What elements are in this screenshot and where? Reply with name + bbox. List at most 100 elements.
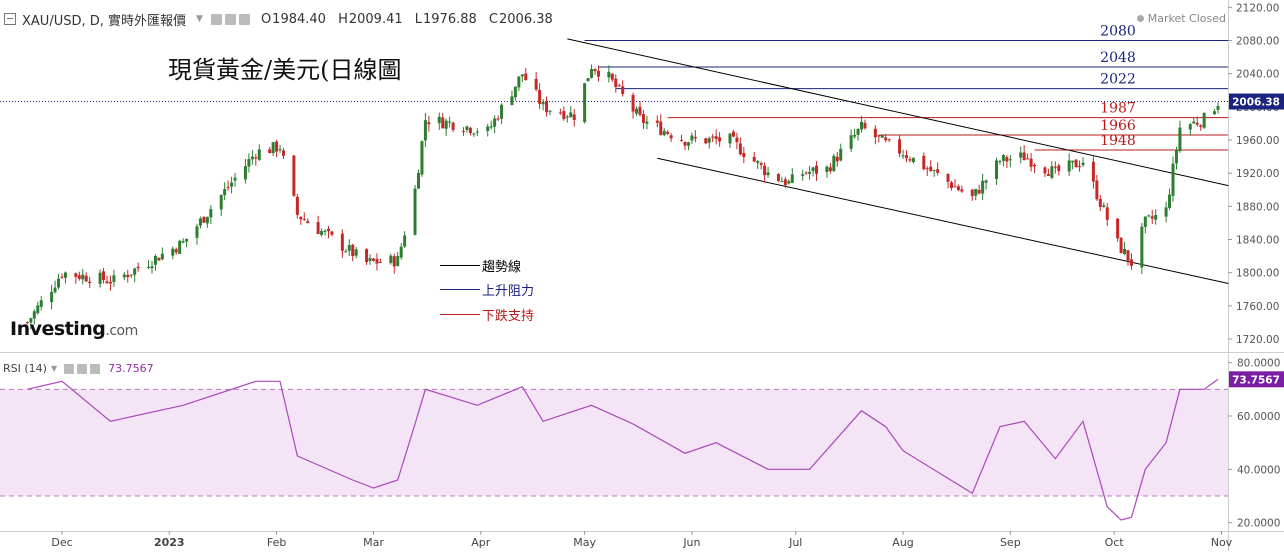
candle-body xyxy=(1199,125,1203,127)
candle-body xyxy=(586,78,590,82)
candle-body xyxy=(1050,166,1054,178)
candle-body xyxy=(565,116,569,118)
candle-body xyxy=(493,118,497,127)
time-tick-label: Aug xyxy=(892,536,913,549)
symbol-dropdown-icon[interactable]: ▼ xyxy=(196,14,203,24)
price-tick-label: 1720.00 xyxy=(1236,334,1279,346)
rsi-tick-label: 80.0000 xyxy=(1237,358,1280,370)
close-icon[interactable] xyxy=(90,363,101,374)
trendline xyxy=(567,38,1229,187)
candle-body xyxy=(230,182,234,187)
rsi-tick-label: 60.0000 xyxy=(1237,411,1280,423)
candle-body xyxy=(1091,161,1095,182)
candle-body xyxy=(351,244,355,257)
candle-body xyxy=(1005,157,1009,162)
eye-icon[interactable] xyxy=(210,13,222,25)
rsi-value-tag-label: 73.7567 xyxy=(1232,374,1280,386)
candle-body xyxy=(1178,127,1182,152)
candle-body xyxy=(1098,198,1102,207)
candle-body xyxy=(1081,162,1085,166)
candle-body xyxy=(247,159,251,167)
candle-body xyxy=(1216,106,1220,110)
candle-body xyxy=(437,116,441,124)
candle-body xyxy=(977,189,981,194)
ohlc-readout: O1984.40 H2009.41 L1976.88 C2006.38 xyxy=(261,12,561,27)
candle-body xyxy=(517,76,521,88)
candle-body xyxy=(226,187,230,189)
candle-body xyxy=(112,275,116,282)
candle-body xyxy=(538,90,542,104)
candle-body xyxy=(371,258,375,261)
symbol-label[interactable]: XAU/USD, D, 實時外匯報價 xyxy=(22,13,187,29)
trendline xyxy=(657,157,1229,284)
candle-body xyxy=(641,114,645,123)
candle-body xyxy=(496,118,500,120)
candle-body xyxy=(205,216,209,224)
candle-body xyxy=(1192,121,1196,124)
rsi-tick-label: 40.0000 xyxy=(1237,464,1280,476)
rsi-dropdown-icon[interactable]: ▼ xyxy=(50,364,58,373)
candle-body xyxy=(815,165,819,174)
candle-body xyxy=(74,273,78,277)
time-tick-label: Jul xyxy=(788,536,802,549)
candle-body xyxy=(181,241,185,243)
logo-domain: .com xyxy=(105,323,138,339)
candle-body xyxy=(714,136,718,139)
candle-body xyxy=(250,156,254,160)
candle-body xyxy=(427,122,431,125)
candle-body xyxy=(984,180,988,183)
last-price-tag-label: 2006.38 xyxy=(1232,97,1280,109)
candle-body xyxy=(953,186,957,188)
time-tick-label: Sep xyxy=(1000,536,1021,549)
candle-body xyxy=(451,122,455,130)
candle-body xyxy=(1026,158,1030,160)
legend-swatch xyxy=(440,289,480,290)
candle-body xyxy=(330,231,334,235)
candle-body xyxy=(60,276,64,278)
eye-icon[interactable] xyxy=(64,363,75,374)
settings-icon[interactable] xyxy=(77,363,88,374)
candle-body xyxy=(468,127,472,134)
close-icon[interactable] xyxy=(238,13,250,25)
price-tick-label: 1920.00 xyxy=(1236,168,1279,180)
chart-header: XAU/USD, D, 實時外匯報價 ▼ O1984.40 H2009.41 L… xyxy=(4,10,561,29)
candle-body xyxy=(510,96,514,105)
candle-body xyxy=(327,228,331,232)
candle-body xyxy=(1008,159,1012,161)
candle-body xyxy=(320,230,324,235)
candle-body xyxy=(81,274,85,280)
candle-body xyxy=(1143,216,1147,227)
candle-body xyxy=(233,177,237,181)
candle-body xyxy=(932,170,936,172)
candle-body xyxy=(268,149,272,154)
annotation-title: 現貨黃金/美元(日線圖 xyxy=(168,56,402,84)
candle-body xyxy=(98,272,102,284)
collapse-icon[interactable] xyxy=(4,13,16,25)
candle-body xyxy=(420,141,424,175)
price-tick-label: 1960.00 xyxy=(1236,135,1279,147)
candle-body xyxy=(423,120,427,141)
candle-body xyxy=(655,120,659,123)
settings-icon[interactable] xyxy=(224,13,236,25)
time-tick-label: Jun xyxy=(682,536,700,549)
rsi-label[interactable]: RSI (14) xyxy=(3,362,47,375)
candle-body xyxy=(392,256,396,267)
candle-body xyxy=(1174,149,1178,164)
candle-body xyxy=(1119,237,1123,253)
candle-body xyxy=(835,156,839,162)
candle-body xyxy=(36,305,40,314)
candle-body xyxy=(299,216,303,220)
candle-body xyxy=(416,172,420,189)
candle-body xyxy=(29,318,33,323)
candle-body xyxy=(856,128,860,135)
candle-body xyxy=(1195,122,1199,125)
candle-body xyxy=(1043,167,1047,174)
candle-body xyxy=(1150,216,1154,219)
candle-body xyxy=(32,311,36,319)
candle-body xyxy=(742,152,746,158)
candle-body xyxy=(257,149,261,160)
candle-body xyxy=(960,189,964,192)
candle-body xyxy=(223,189,227,196)
candle-body xyxy=(548,110,552,112)
